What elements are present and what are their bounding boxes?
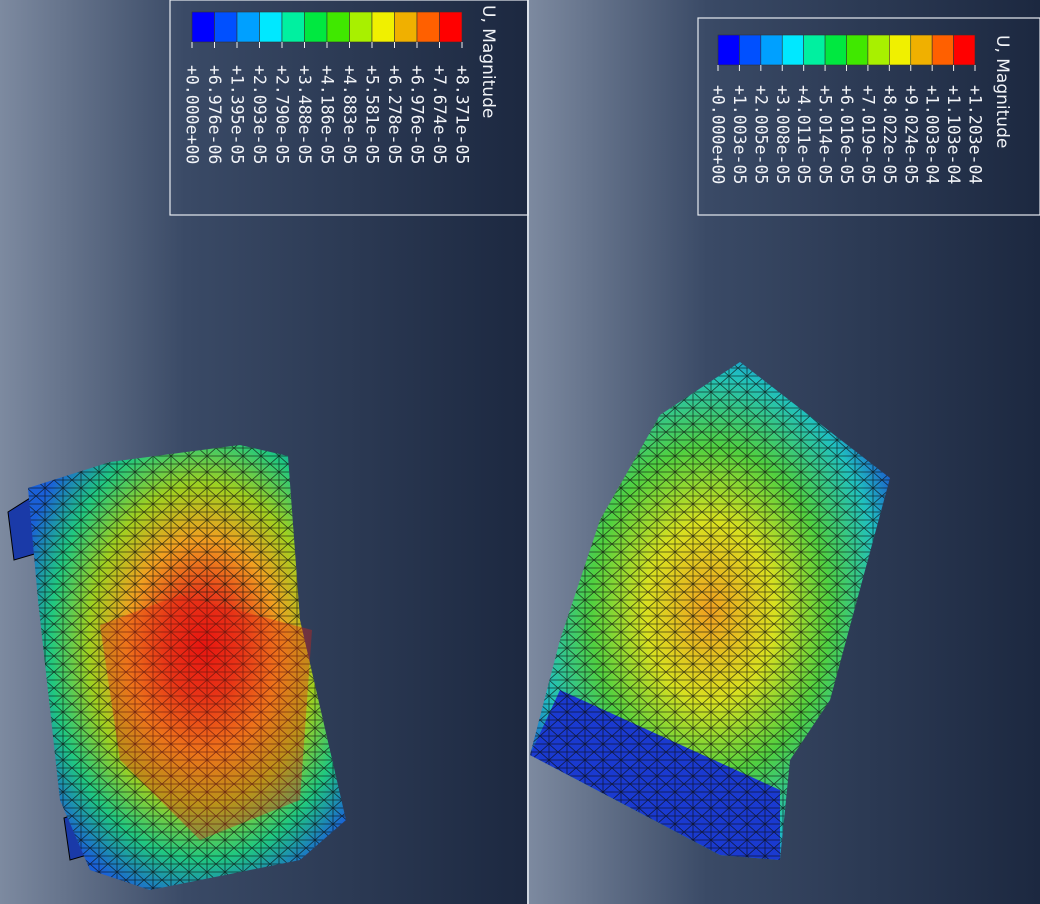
legend-swatch — [781, 34, 804, 66]
legend-label: +1.203e-04 — [966, 85, 985, 184]
legend-swatch — [281, 11, 305, 43]
legend-swatch — [889, 34, 912, 66]
legend-swatch — [846, 34, 869, 66]
legend-label: +0.000e+00 — [709, 85, 728, 184]
legend-label: +8.371e-05 — [453, 65, 472, 164]
legend-label: +4.011e-05 — [794, 85, 813, 184]
legend-label: +5.014e-05 — [816, 85, 835, 184]
legend-label: +3.488e-05 — [295, 65, 314, 164]
legend-swatch — [953, 34, 976, 66]
legend-label: +2.790e-05 — [273, 65, 292, 164]
legend-swatch — [824, 34, 847, 66]
legend-swatch — [867, 34, 890, 66]
legend-label: +7.019e-05 — [858, 85, 877, 184]
legend-label: +9.024e-05 — [901, 85, 920, 184]
legend-label: +3.008e-05 — [773, 85, 792, 184]
legend-label: +7.674e-05 — [430, 65, 449, 164]
legend-label: +1.103e-04 — [944, 85, 963, 184]
legend-swatch — [910, 34, 933, 66]
legend-label: +1.395e-05 — [228, 65, 247, 164]
legend-label: +8.022e-05 — [880, 85, 899, 184]
legend-swatch — [259, 11, 283, 43]
legend-label: +5.581e-05 — [363, 65, 382, 164]
legend-label: +4.186e-05 — [318, 65, 337, 164]
legend-label: +6.016e-05 — [837, 85, 856, 184]
legend-swatch — [304, 11, 328, 43]
legend-label: +4.883e-05 — [340, 65, 359, 164]
legend-label: +2.093e-05 — [250, 65, 269, 164]
legend-swatch — [416, 11, 440, 43]
legend-swatch — [349, 11, 373, 43]
legend-swatch — [214, 11, 238, 43]
legend-swatch — [739, 34, 762, 66]
legend-swatch — [931, 34, 954, 66]
legend-swatch — [191, 11, 215, 43]
model-left — [7, 445, 346, 890]
legend-swatch — [394, 11, 418, 43]
legend-label: +1.003e-05 — [730, 85, 749, 184]
model-right — [530, 362, 890, 860]
legend-swatch — [371, 11, 395, 43]
legend-label: +6.278e-05 — [385, 65, 404, 164]
legend-swatch — [803, 34, 826, 66]
legend-label: +6.976e-05 — [408, 65, 427, 164]
legend-swatch — [236, 11, 260, 43]
legend-label: +6.976e-06 — [205, 65, 224, 164]
legend-swatch — [717, 34, 740, 66]
legend-box — [697, 17, 1040, 216]
legend-title: U, Magnitude — [992, 35, 1012, 148]
legend-swatch — [326, 11, 350, 43]
legend-swatch — [760, 34, 783, 66]
legend-label: +0.000e+00 — [183, 65, 202, 164]
legend-label: +2.005e-05 — [751, 85, 770, 184]
legend-label: +1.003e-04 — [923, 85, 942, 184]
legend-swatch — [439, 11, 463, 43]
legend-title: U, Magnitude — [478, 5, 498, 118]
legend-box — [169, 0, 529, 216]
